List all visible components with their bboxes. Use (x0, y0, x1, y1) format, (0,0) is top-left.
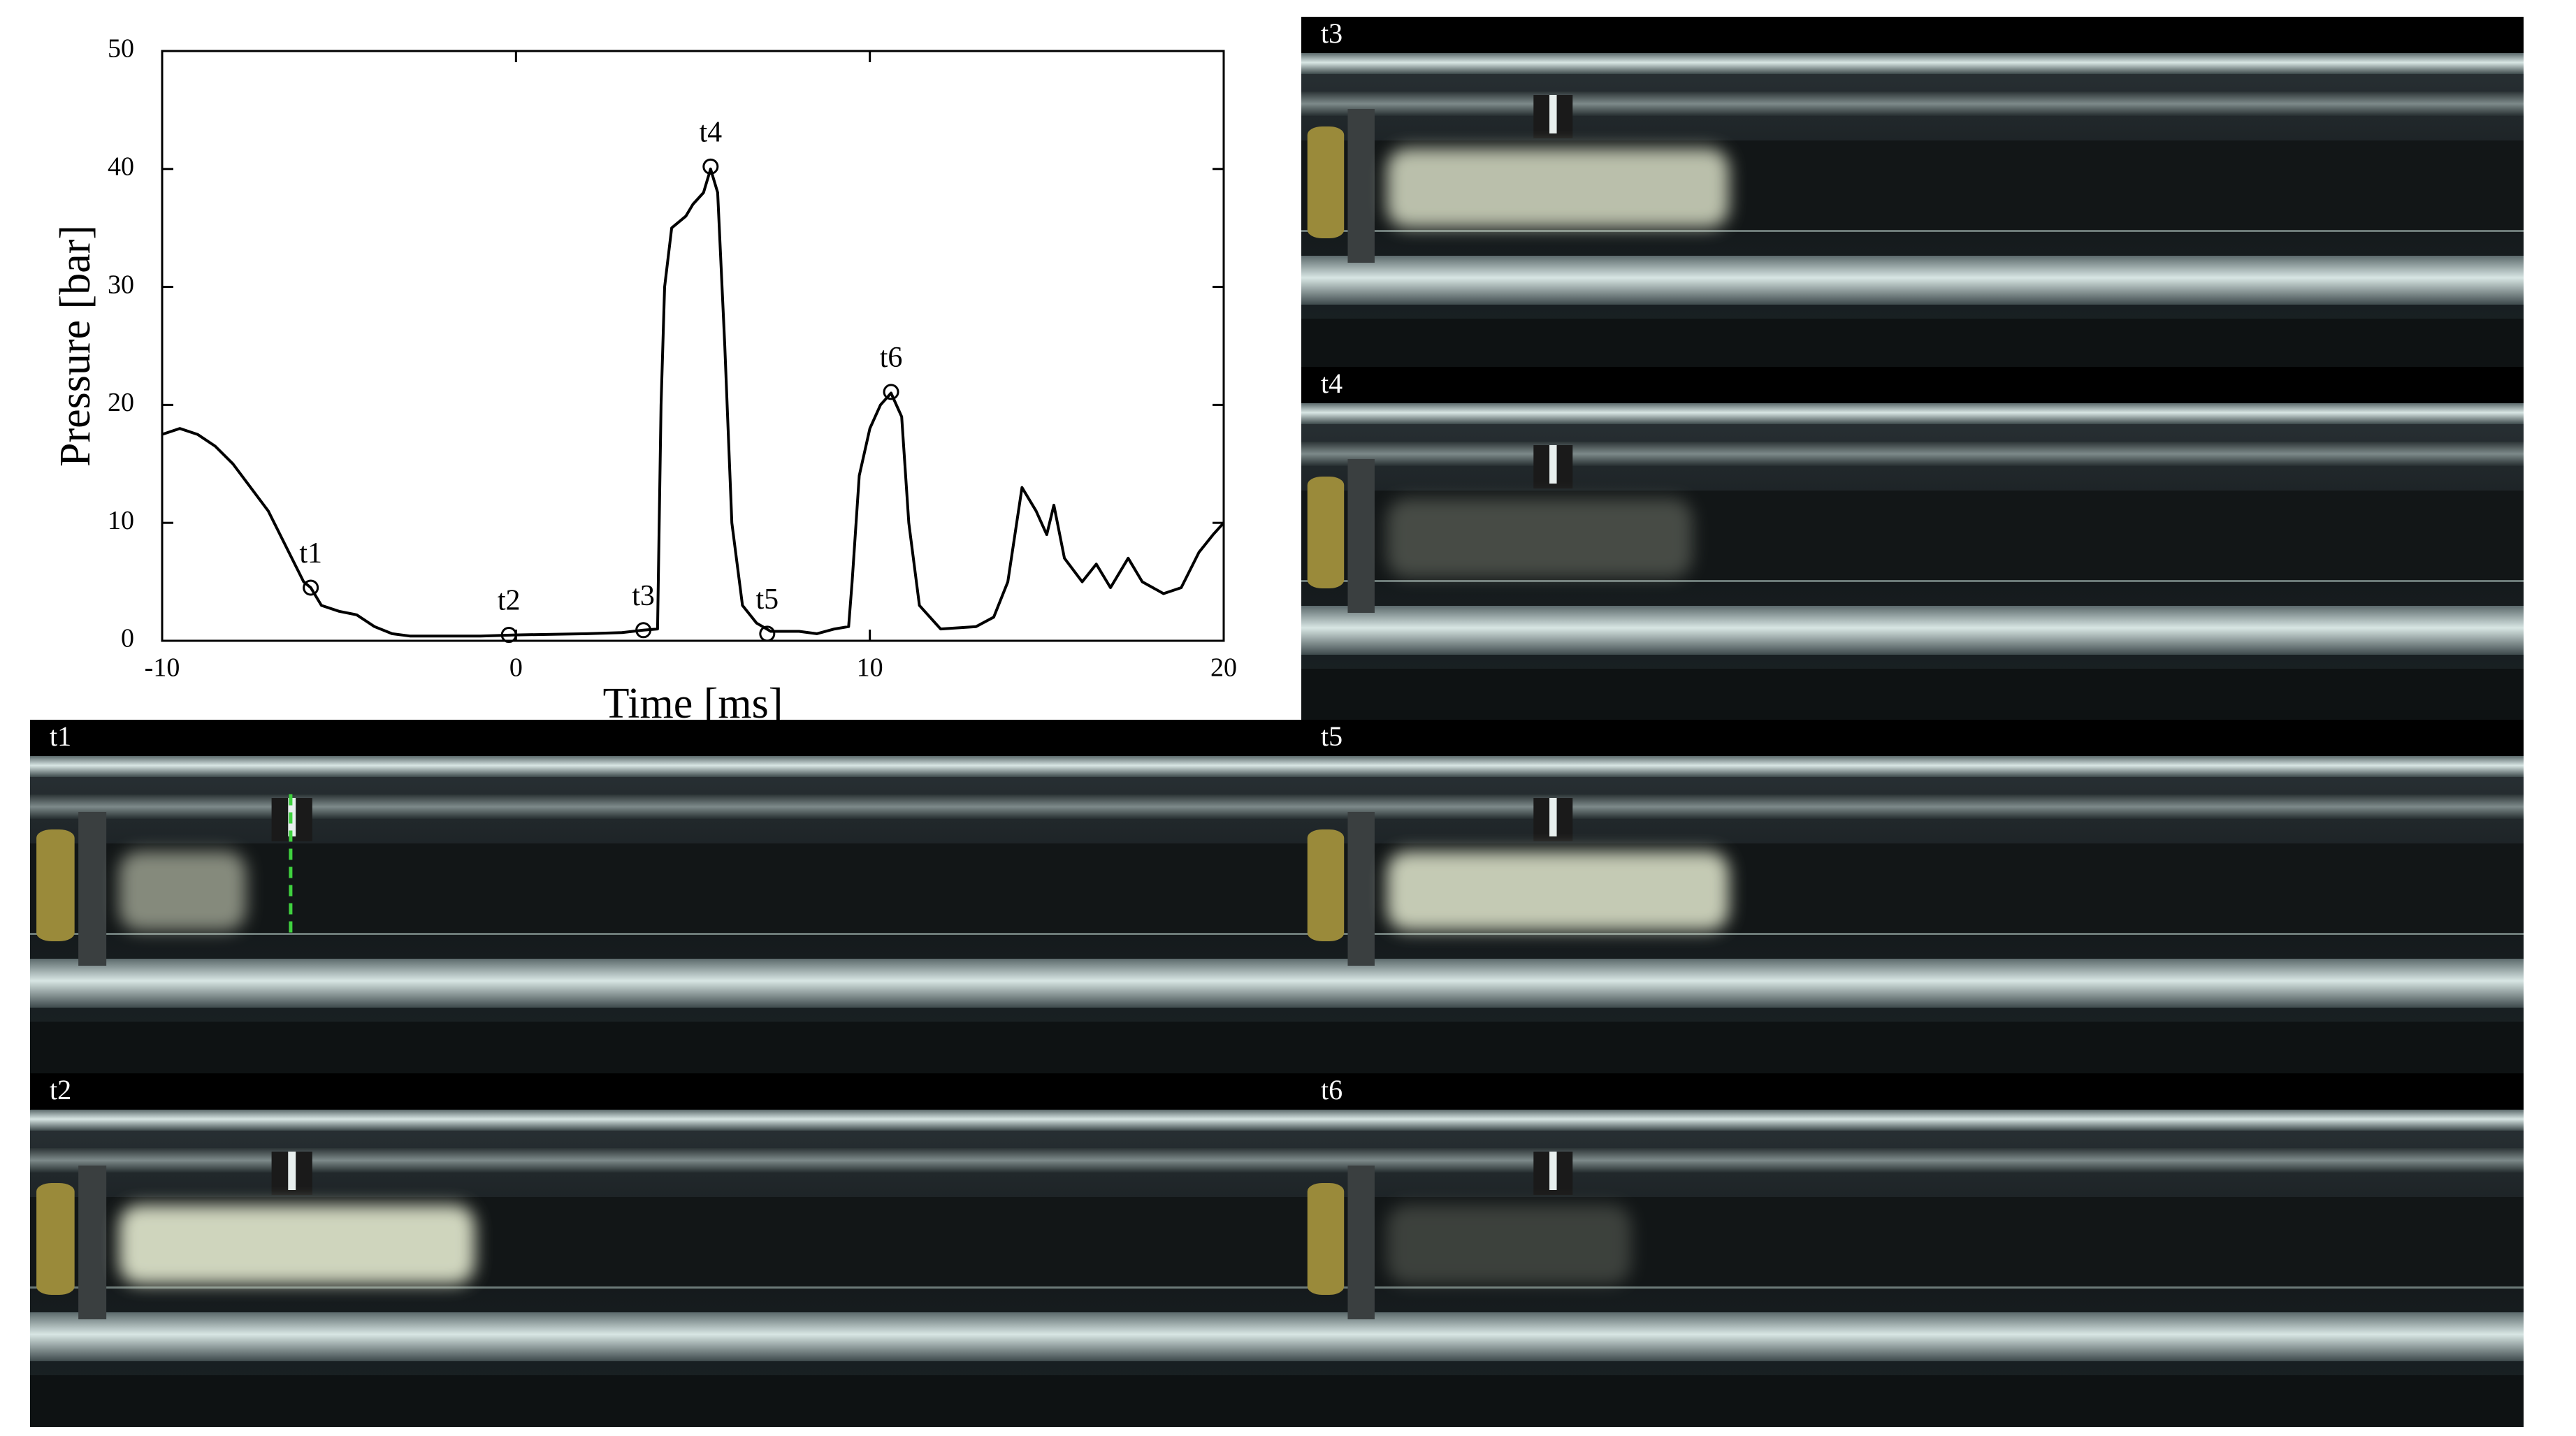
label-strip (30, 1073, 1301, 1110)
photo-panel: t2 (30, 1073, 1301, 1427)
photo-panels: t3 t4 t5 t6 t1 t2 (30, 17, 2524, 1427)
panel-label: t4 (1321, 368, 1343, 399)
marker (303, 579, 319, 596)
label-strip (1301, 720, 2524, 756)
panel-label: t5 (1321, 720, 1343, 752)
label-strip (1301, 17, 2524, 53)
plume (1387, 498, 1693, 578)
panel-label: t6 (1321, 1074, 1343, 1105)
y-tick-label: 30 (108, 270, 134, 299)
x-axis-label: Time [ms] (603, 680, 783, 727)
photo-panel: t3 (1301, 17, 2524, 370)
photo-panel: t5 (1301, 720, 2524, 1073)
x-tick-label: 0 (509, 653, 523, 683)
plume (1387, 1205, 1632, 1284)
y-tick-label: 20 (108, 388, 134, 417)
chart: 0 10 20 30 40 50 -10 0 10 20 Time [ms] Pressure [ba… (52, 34, 1237, 727)
y-axis-label: Pressure [bar] (52, 225, 99, 467)
marker-label: t5 (755, 583, 779, 616)
y-tick-label: 50 (108, 34, 134, 64)
marker-label: t1 (299, 537, 322, 570)
marker-label: t2 (498, 585, 521, 617)
y-tick-label: 40 (108, 152, 134, 182)
photo-panel: t1 (30, 720, 1301, 1073)
marker (883, 384, 899, 400)
plot-frame (161, 50, 1225, 642)
photo-panel: t4 (1301, 367, 2524, 720)
marker (702, 158, 719, 175)
plume (1387, 851, 1730, 931)
pressure-line (161, 167, 1225, 638)
x-tick-label: -10 (145, 653, 180, 683)
plume (119, 851, 247, 931)
plume (119, 1205, 475, 1284)
label-strip (1301, 1073, 2524, 1110)
panel-label: t3 (1321, 17, 1343, 49)
label-strip (1301, 367, 2524, 403)
label-strip (30, 720, 1301, 756)
y-tick-label: 10 (108, 506, 134, 535)
marker (500, 627, 517, 644)
marker-label: t4 (699, 116, 722, 148)
panel-label: t2 (50, 1074, 71, 1105)
panel-label: t1 (50, 720, 71, 752)
marker-label: t6 (880, 342, 903, 374)
y-tick-label: 0 (121, 624, 134, 653)
plume (1387, 148, 1730, 228)
marker (759, 625, 776, 642)
x-tick-label: 10 (857, 653, 883, 683)
marker-label: t3 (632, 580, 655, 612)
photo-panel: t6 (1301, 1073, 2524, 1427)
marker (635, 622, 652, 639)
x-tick-label: 20 (1210, 653, 1237, 683)
